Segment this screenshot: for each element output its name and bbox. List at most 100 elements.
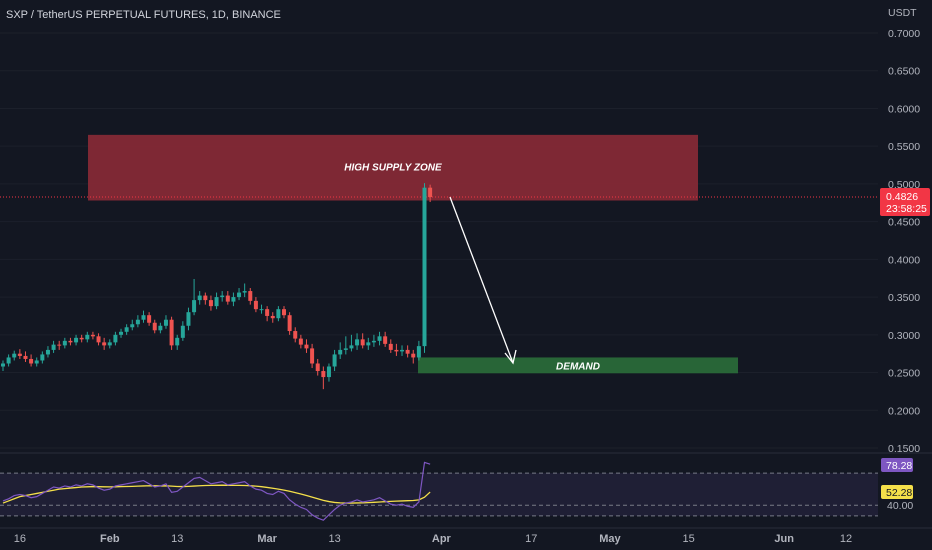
candle [40, 351, 45, 364]
price-tick-label: 0.7000 [888, 28, 920, 40]
high-supply-zone[interactable] [88, 134, 698, 201]
candle [287, 312, 292, 335]
down-arrow-annotation[interactable] [449, 196, 517, 365]
time-axis-label: 13 [171, 533, 183, 545]
candle [119, 328, 124, 338]
candle [366, 337, 371, 350]
candle [79, 334, 84, 343]
rsi-pane[interactable] [0, 452, 932, 521]
candle [321, 366, 326, 390]
price-axis-currency: USDT [888, 7, 917, 19]
candles [1, 183, 433, 390]
candle [113, 331, 118, 346]
price-tick-label: 0.5000 [888, 179, 920, 191]
price-axis[interactable]: USDT 0.7000 0.6500 0.6000 0.5500 0.5000 0.450… [878, 0, 932, 530]
candle [158, 322, 163, 334]
candle [180, 321, 185, 341]
candle [12, 350, 17, 361]
time-axis-label: 17 [525, 533, 537, 545]
candle [270, 312, 275, 323]
candle [152, 319, 157, 334]
price-tick-label: 0.1500 [888, 443, 920, 455]
candle [203, 292, 208, 305]
candle [62, 337, 67, 349]
candle [242, 283, 247, 298]
candle [23, 351, 28, 362]
price-tick-label: 0.4500 [888, 217, 920, 229]
candle [428, 184, 433, 203]
candle [371, 334, 376, 347]
candle [416, 340, 421, 361]
price-tick-label: 0.2500 [888, 368, 920, 380]
rsi-value-badge: 78.28 [881, 458, 913, 472]
candle [90, 331, 95, 340]
candle [102, 337, 107, 350]
time-axis-label: 13 [328, 533, 340, 545]
time-axis-label: Feb [100, 533, 120, 545]
candle [135, 315, 140, 328]
candle [29, 354, 34, 367]
candle [220, 291, 225, 302]
candle [96, 333, 101, 346]
candle [17, 349, 22, 359]
candle [197, 291, 202, 305]
candle [282, 306, 286, 319]
candle [253, 297, 258, 313]
time-axis-label: 16 [14, 533, 26, 545]
price-tick-label: 0.4000 [888, 254, 920, 266]
time-axis-label: Apr [432, 533, 452, 545]
rsi-line [2, 461, 431, 521]
candle [68, 337, 73, 346]
candle [265, 306, 270, 322]
candle [400, 345, 405, 356]
price-tick-label: 0.3000 [888, 330, 920, 342]
candle [130, 319, 135, 331]
candle [175, 334, 180, 350]
time-axis-label: Jun [774, 533, 794, 545]
candle [383, 331, 388, 347]
candle [192, 278, 197, 316]
candle [304, 339, 309, 353]
price-tick-label: 0.2000 [888, 405, 920, 417]
rsi-ma-badge: 52.28 [881, 485, 913, 499]
candle [231, 292, 236, 307]
bar-countdown: 23:58:25 [886, 203, 927, 215]
price-tick-label: 0.3500 [888, 292, 920, 304]
candle [259, 304, 264, 314]
price-tick-label: 0.5500 [888, 141, 920, 153]
candle [338, 342, 343, 359]
time-axis[interactable]: 16 Feb 13 Mar 13 Apr 17 May 15 Jun 12 [0, 527, 932, 545]
candle [405, 345, 410, 358]
candle [107, 339, 112, 349]
candle [388, 339, 393, 353]
candle [332, 349, 337, 372]
candle [163, 315, 168, 329]
candle [186, 307, 191, 331]
candle [237, 288, 242, 301]
candle [225, 291, 230, 305]
time-axis-label: Mar [257, 533, 277, 545]
candle [141, 310, 146, 323]
candle [298, 334, 303, 349]
candle [85, 331, 90, 343]
time-axis-label: 12 [840, 533, 852, 545]
candle [276, 306, 281, 322]
price-tick-label: 0.6000 [888, 103, 920, 115]
candle [377, 331, 382, 346]
candle [355, 333, 360, 350]
time-axis-label: 15 [683, 533, 695, 545]
candle [6, 354, 11, 367]
time-axis-label: May [599, 533, 621, 545]
candle [34, 357, 39, 367]
candle [124, 324, 129, 335]
candle [310, 343, 315, 369]
rsi-level-label: 40.00 [887, 500, 913, 512]
grid-lines [0, 32, 878, 449]
demand-zone-label: DEMAND [556, 361, 600, 372]
demand-zone[interactable] [418, 357, 738, 374]
candle [343, 336, 348, 355]
price-tick-label: 0.6500 [888, 66, 920, 78]
candle [51, 340, 56, 353]
candle [315, 358, 320, 376]
